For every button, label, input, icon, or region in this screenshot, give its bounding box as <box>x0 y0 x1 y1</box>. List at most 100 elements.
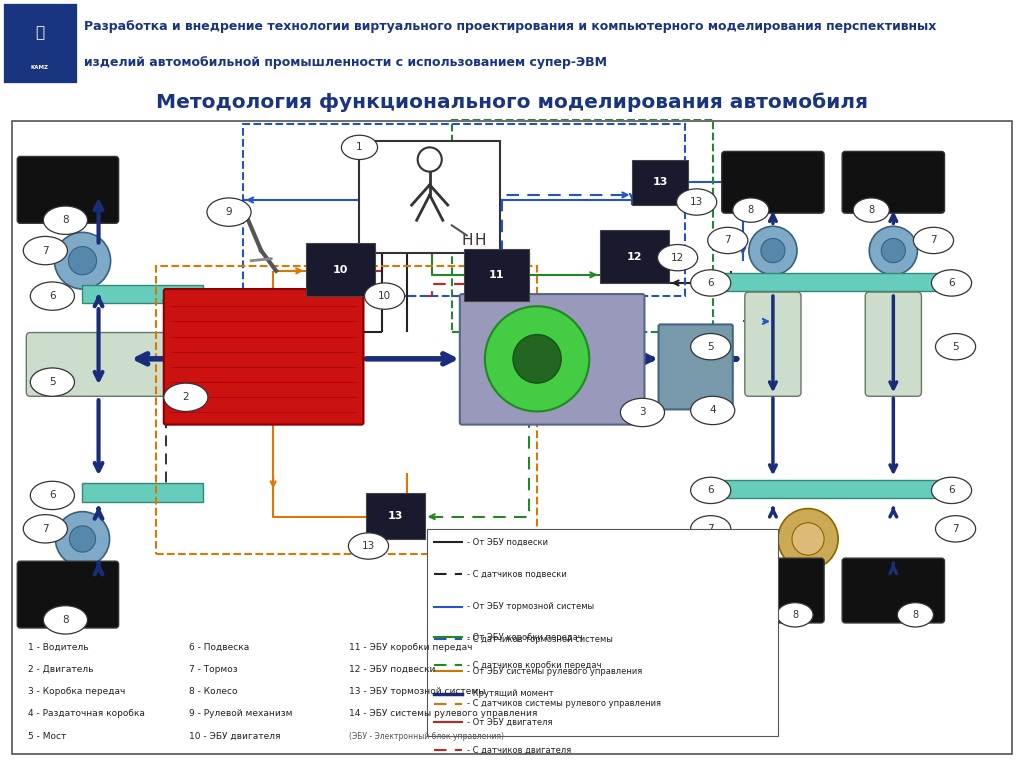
Text: 6 - Подвеска: 6 - Подвеска <box>188 643 249 652</box>
FancyBboxPatch shape <box>27 333 175 396</box>
Ellipse shape <box>897 603 934 627</box>
Ellipse shape <box>932 270 972 296</box>
Circle shape <box>778 508 838 569</box>
FancyBboxPatch shape <box>633 160 688 205</box>
Text: 11 - ЭБУ коробки передач: 11 - ЭБУ коробки передач <box>349 643 473 652</box>
Text: 5: 5 <box>952 342 958 352</box>
Text: 8: 8 <box>792 610 798 620</box>
FancyBboxPatch shape <box>367 493 425 539</box>
Circle shape <box>792 523 824 555</box>
Text: - От ЭБУ системы рулевого управления: - От ЭБУ системы рулевого управления <box>467 667 642 676</box>
Text: 9 - Рулевой механизм: 9 - Рулевой механизм <box>188 710 293 719</box>
Circle shape <box>749 227 797 275</box>
Ellipse shape <box>43 606 87 634</box>
Text: 7: 7 <box>952 524 958 534</box>
Ellipse shape <box>690 396 735 425</box>
FancyBboxPatch shape <box>722 151 824 214</box>
Ellipse shape <box>24 237 68 265</box>
Text: - От ЭБУ двигателя: - От ЭБУ двигателя <box>467 717 552 727</box>
Ellipse shape <box>913 227 953 253</box>
FancyBboxPatch shape <box>722 558 824 623</box>
FancyBboxPatch shape <box>865 292 922 396</box>
Text: 8: 8 <box>748 205 754 215</box>
Text: - С датчиков подвески: - С датчиков подвески <box>467 570 566 579</box>
FancyBboxPatch shape <box>464 249 529 301</box>
Text: - С датчиков тормозной системы: - С датчиков тормозной системы <box>467 634 612 644</box>
Circle shape <box>485 306 589 412</box>
Text: 6: 6 <box>708 278 714 288</box>
Text: 6: 6 <box>948 485 954 495</box>
Text: изделий автомобильной промышленности с использованием супер-ЭВМ: изделий автомобильной промышленности с и… <box>84 56 607 69</box>
Text: - Крутящий момент: - Крутящий момент <box>467 689 553 698</box>
Text: 4: 4 <box>710 406 716 415</box>
FancyBboxPatch shape <box>12 121 1012 754</box>
FancyBboxPatch shape <box>658 324 733 409</box>
FancyBboxPatch shape <box>83 483 203 502</box>
Text: (ЭБУ - Электронный блок управления): (ЭБУ - Электронный блок управления) <box>349 732 505 741</box>
Text: 11: 11 <box>488 270 504 280</box>
Circle shape <box>54 233 111 289</box>
Text: 7: 7 <box>724 236 731 246</box>
Text: Методология функционального моделирования автомобиля: Методология функционального моделировани… <box>156 92 868 111</box>
Circle shape <box>882 238 905 263</box>
Text: 14 - ЭБУ системы рулевого управления: 14 - ЭБУ системы рулевого управления <box>349 710 538 719</box>
Text: Н: Н <box>474 233 485 248</box>
Text: 8: 8 <box>912 610 919 620</box>
FancyBboxPatch shape <box>359 141 500 253</box>
Text: 8: 8 <box>868 205 874 215</box>
Text: 8 - Колесо: 8 - Колесо <box>188 687 238 697</box>
Ellipse shape <box>207 198 251 227</box>
FancyBboxPatch shape <box>723 480 943 498</box>
Text: 12: 12 <box>627 252 642 262</box>
Ellipse shape <box>690 270 731 296</box>
Text: 6: 6 <box>49 291 55 301</box>
Text: 7: 7 <box>930 236 937 246</box>
Ellipse shape <box>853 198 889 222</box>
Text: - С датчиков коробки передач: - С датчиков коробки передач <box>467 661 601 670</box>
Ellipse shape <box>341 135 378 160</box>
Text: 1: 1 <box>356 142 362 152</box>
Text: 7 - Тормоз: 7 - Тормоз <box>188 665 238 674</box>
Ellipse shape <box>43 206 87 234</box>
Ellipse shape <box>365 283 404 310</box>
Text: KAMZ: KAMZ <box>31 65 49 70</box>
Text: 7: 7 <box>708 524 714 534</box>
Ellipse shape <box>677 189 717 215</box>
Ellipse shape <box>932 477 972 504</box>
Text: - С датчиков системы рулевого управления: - С датчиков системы рулевого управления <box>467 700 660 708</box>
FancyBboxPatch shape <box>17 561 119 628</box>
Ellipse shape <box>657 244 697 271</box>
Text: 6: 6 <box>948 278 954 288</box>
Text: 13 - ЭБУ тормозной системы: 13 - ЭБУ тормозной системы <box>349 687 485 697</box>
Text: 10: 10 <box>333 265 348 275</box>
Text: 3 - Коробка передач: 3 - Коробка передач <box>29 687 126 697</box>
Text: 9: 9 <box>225 207 232 217</box>
Text: 2 - Двигатель: 2 - Двигатель <box>29 665 94 674</box>
FancyBboxPatch shape <box>460 294 644 425</box>
Ellipse shape <box>936 515 976 542</box>
Text: 8: 8 <box>62 215 69 225</box>
Text: 4 - Раздаточная коробка: 4 - Раздаточная коробка <box>29 710 145 719</box>
Text: Н: Н <box>461 233 473 248</box>
Circle shape <box>761 238 785 263</box>
Text: 6: 6 <box>49 491 55 501</box>
FancyBboxPatch shape <box>306 243 375 296</box>
Text: 🦅: 🦅 <box>36 25 44 41</box>
Ellipse shape <box>777 603 813 627</box>
Text: - От ЭБУ тормозной системы: - От ЭБУ тормозной системы <box>467 602 594 611</box>
FancyBboxPatch shape <box>17 157 119 223</box>
Text: 2: 2 <box>182 392 189 402</box>
Text: Разработка и внедрение технологии виртуального проектирования и компьютерного мо: Разработка и внедрение технологии виртуа… <box>84 19 936 32</box>
Ellipse shape <box>164 383 208 412</box>
Ellipse shape <box>24 515 68 543</box>
Circle shape <box>55 511 110 566</box>
Ellipse shape <box>708 227 748 253</box>
Ellipse shape <box>936 333 976 360</box>
Text: 12: 12 <box>671 253 684 263</box>
Ellipse shape <box>31 282 75 310</box>
Text: 5: 5 <box>49 377 55 387</box>
Text: - От ЭБУ подвески: - От ЭБУ подвески <box>467 538 548 547</box>
Ellipse shape <box>690 333 731 360</box>
Text: - С датчиков двигателя: - С датчиков двигателя <box>467 746 571 755</box>
Text: 7: 7 <box>42 524 49 534</box>
